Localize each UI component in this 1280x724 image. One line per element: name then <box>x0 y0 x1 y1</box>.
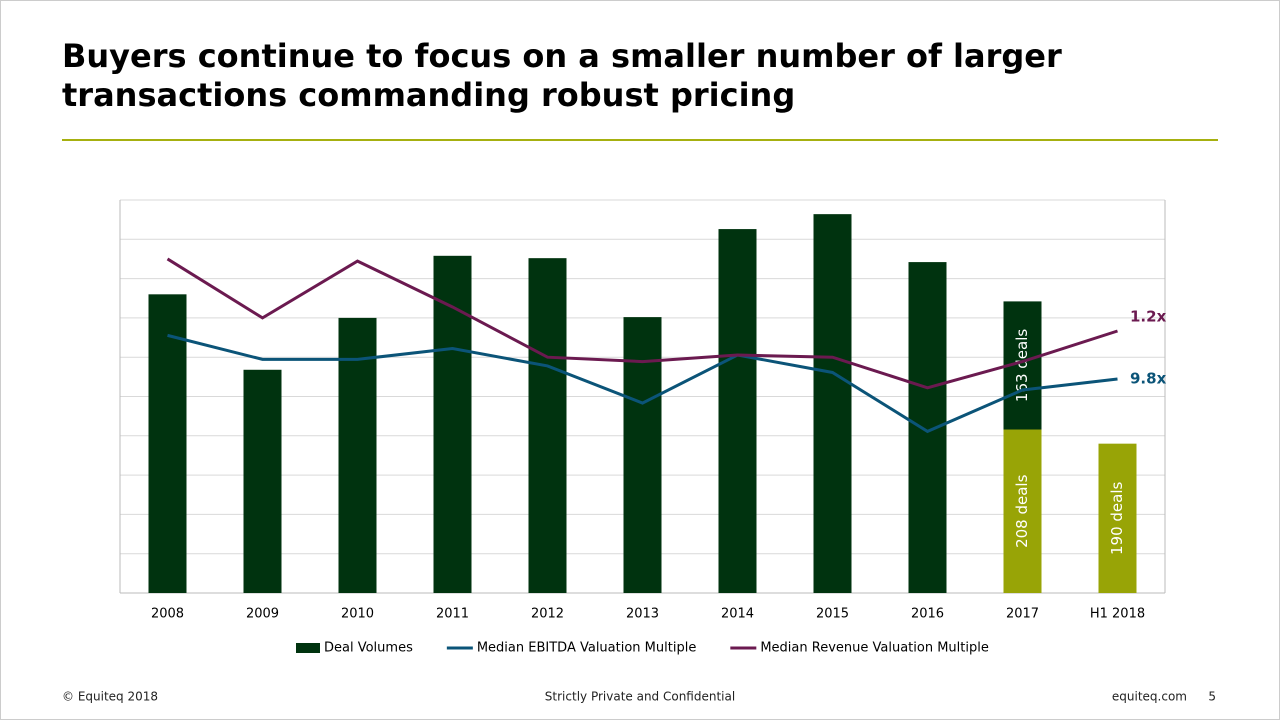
x-tick-label: 2008 <box>151 607 184 622</box>
footer-center: Strictly Private and Confidential <box>545 690 735 704</box>
bar <box>623 317 662 593</box>
bar <box>528 258 567 593</box>
x-tick-label: H1 2018 <box>1090 607 1145 622</box>
x-tick-label: 2015 <box>816 607 849 622</box>
x-tick-label: 2012 <box>531 607 564 622</box>
legend-swatch <box>296 643 320 653</box>
bar <box>243 369 282 593</box>
page-number: 5 <box>1208 690 1216 704</box>
x-tick-label: 2014 <box>721 607 754 622</box>
title-line: Buyers continue to focus on a smaller nu… <box>62 37 1062 75</box>
line-series <box>167 333 1118 434</box>
x-tick-label: 2016 <box>911 607 944 622</box>
bar-value-label: 208 deals <box>1013 474 1031 548</box>
x-tick-label: 2010 <box>341 607 374 622</box>
bar <box>338 317 377 593</box>
bar <box>813 214 852 593</box>
title-line: transactions commanding robust pricing <box>62 76 795 114</box>
bar-value-label: 190 deals <box>1108 481 1126 555</box>
bar <box>908 262 947 593</box>
bar <box>148 294 187 593</box>
line-value-label: 9.8x <box>1130 370 1167 388</box>
bar-value-label: 163 deals <box>1013 329 1031 403</box>
line-value-label: 1.2x <box>1130 308 1167 326</box>
footer-left: © Equiteq 2018 <box>62 690 158 704</box>
bar <box>718 229 757 593</box>
x-tick-label: 2011 <box>436 607 469 622</box>
chart: 2008 2009 2010 2011 2012 2013 2014 2015 2016 2017… <box>119 199 1167 656</box>
x-tick-label: 2009 <box>246 607 279 622</box>
bar <box>1098 443 1137 593</box>
x-tick-label: 2017 <box>1006 607 1039 622</box>
legend-label: Median EBITDA Valuation Multiple <box>477 641 696 656</box>
x-tick-label: 2013 <box>626 607 659 622</box>
line-series <box>166 257 1118 390</box>
legend-label: Median Revenue Valuation Multiple <box>760 641 989 656</box>
bar <box>1003 429 1042 593</box>
footer-right: equiteq.com <box>1112 690 1187 704</box>
legend-label: Deal Volumes <box>324 641 413 656</box>
